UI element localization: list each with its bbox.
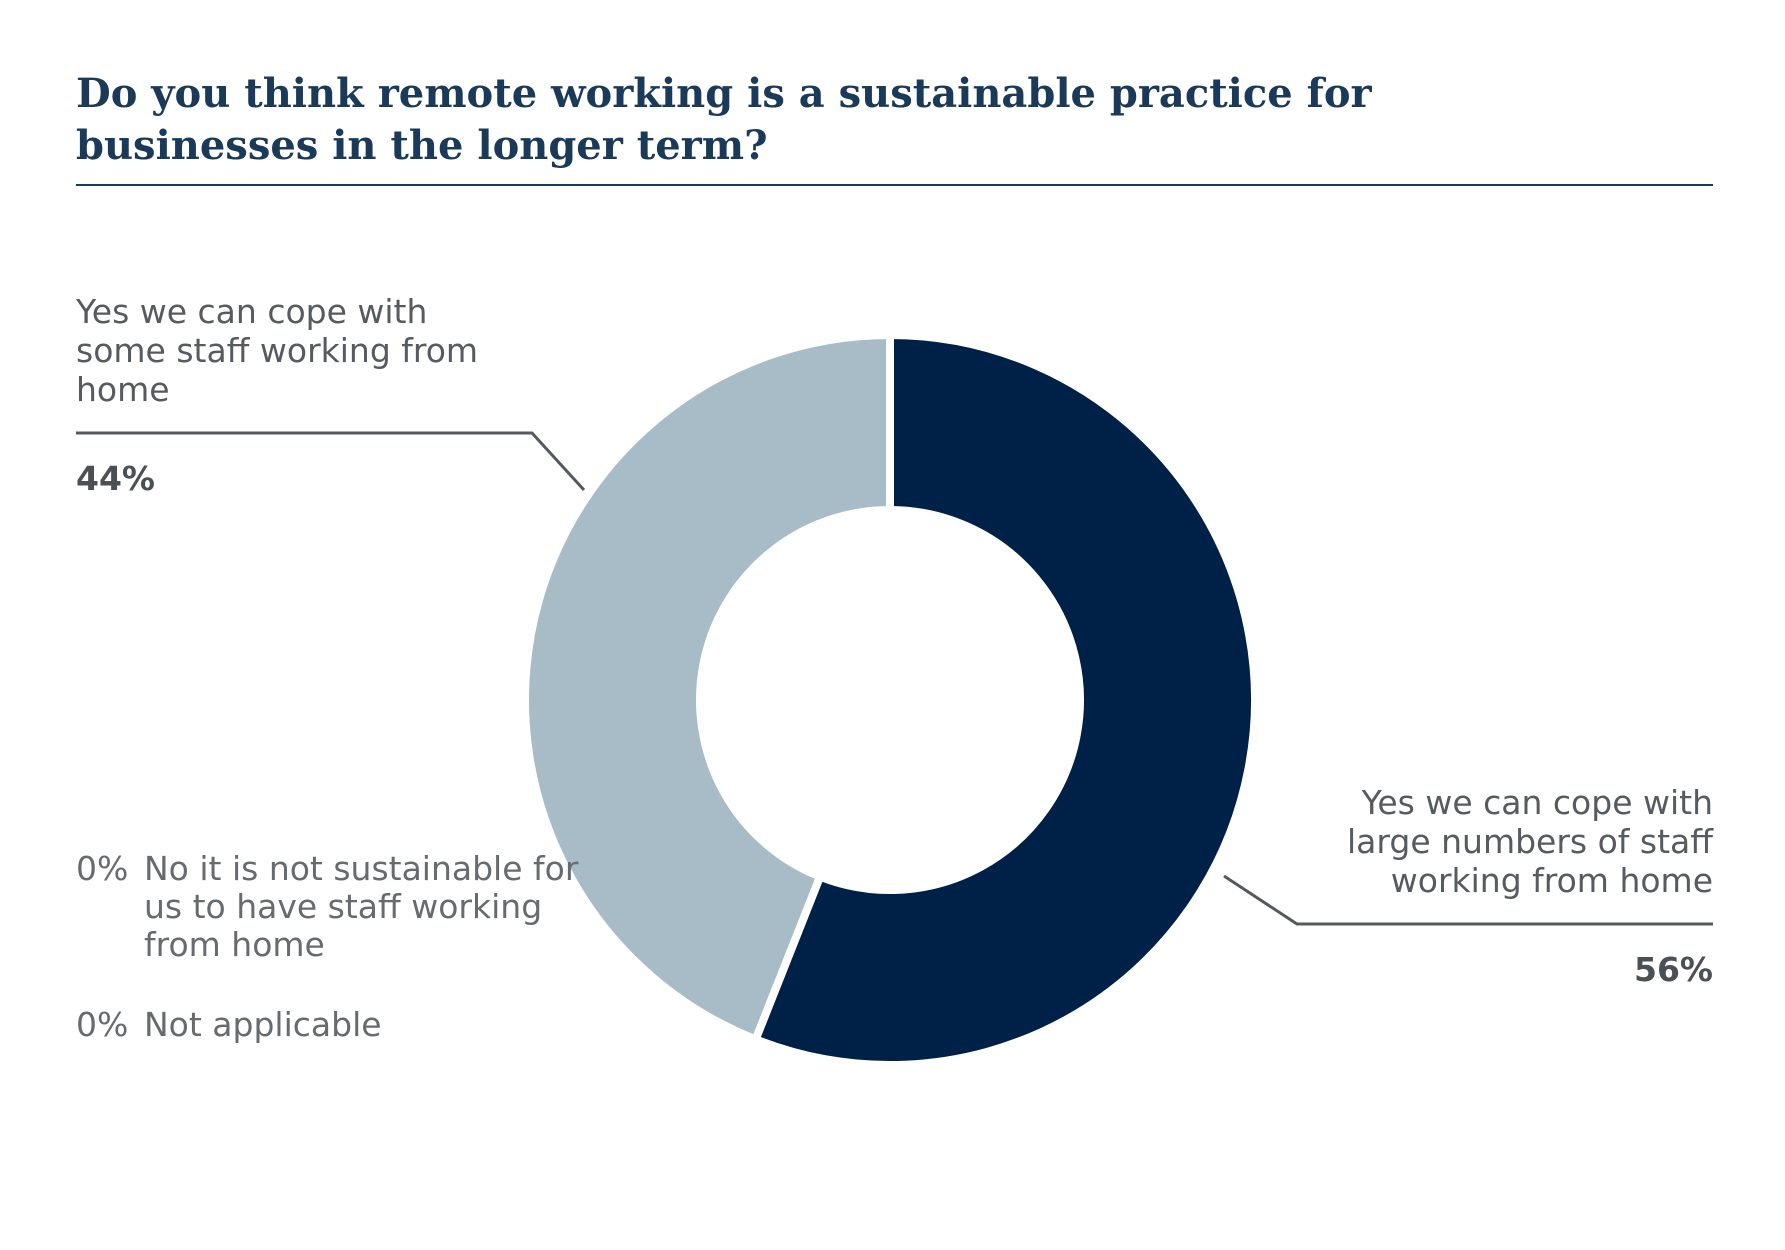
zero-item-value: 0% [76, 1005, 129, 1044]
zero-item-label: No it is not sustainable for us to have … [144, 849, 579, 964]
zero-item-label: Not applicable [144, 1005, 382, 1044]
slice-value-some-staff: 44% [76, 459, 155, 498]
zero-item-value: 0% [76, 849, 129, 888]
chart-title: Do you think remote working is a sustain… [76, 70, 1372, 169]
zero-item-not-sustainable: 0% No it is not sustainable for us to ha… [76, 850, 596, 970]
slice-label-large-numbers: Yes we can cope with large numbers of st… [1347, 783, 1713, 900]
slice-label-some-staff: Yes we can cope with some staff working … [76, 292, 479, 409]
title-divider [76, 184, 1713, 186]
slice-value-large-numbers: 56% [1634, 950, 1713, 989]
leader-line-large-numbers [1223, 874, 1713, 926]
donut-slice-some-staff [521, 330, 894, 1045]
donut-slice-large-numbers [750, 330, 1259, 1069]
zero-item-not-applicable: 0% Not applicable [76, 1006, 596, 1046]
leader-line-some-staff [76, 431, 586, 492]
